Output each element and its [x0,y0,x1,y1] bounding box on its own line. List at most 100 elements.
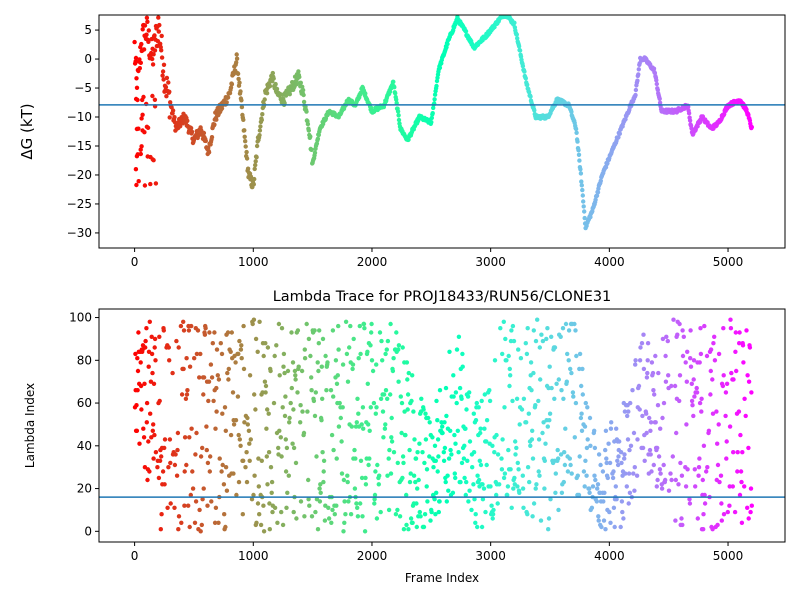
lambda-point [264,454,269,459]
lambda-point [424,467,430,472]
lambda-point [241,323,246,329]
lambda-point [289,385,294,391]
delta-g-point [141,47,147,52]
delta-g-y-axis-label: ΔG (kT) [18,103,36,159]
delta-g-point [306,128,311,133]
lambda-point [203,326,208,331]
lambda-point [231,471,236,476]
lambda-point [149,351,155,357]
lambda-point [732,509,738,515]
lambda-point [606,441,611,446]
lambda-point [531,328,536,333]
lambda-point [654,484,659,489]
lambda-point [236,351,241,357]
lambda-point [370,368,376,374]
delta-g-point [687,118,693,123]
delta-g-point [623,117,628,122]
lambda-point [424,484,429,489]
lambda-point [233,418,239,423]
lambda-point [156,475,162,481]
lambda-point [467,439,473,444]
lambda-point [276,452,281,457]
lambda-point [434,398,439,404]
lambda-point [259,458,264,463]
lambda-point [534,482,539,487]
lambda-y-ticks: 0 20 40 60 80 100 [69,311,99,538]
lambda-point [673,477,678,483]
lambda-point [311,398,317,404]
lambda-point [250,321,255,327]
lambda-point [539,332,544,337]
lambda-point [414,501,419,506]
lambda-point [593,477,598,483]
lambda-point [575,473,580,478]
lambda-point [382,426,388,431]
lambda-point [592,445,598,451]
lambda-point [533,338,539,344]
lambda-point [630,388,635,393]
lambda-point [282,370,287,376]
lambda-point [746,445,751,451]
delta-g-point [139,144,144,149]
lambda-point [711,341,716,346]
lambda-point [192,356,197,361]
lambda-point [192,520,198,525]
lambda-point [144,420,149,425]
lambda-point [706,428,712,433]
delta-g-point [144,124,150,129]
lambda-point [720,383,726,389]
delta-g-point [651,66,657,71]
lambda-point [519,407,525,412]
delta-g-point [239,98,244,103]
lambda-point [729,370,734,376]
lambda-point [420,450,425,455]
delta-g-point [201,130,207,136]
lambda-point [245,422,250,427]
lambda-point [737,330,742,335]
lambda-point [746,516,751,521]
lambda-point [290,441,295,446]
delta-g-point [212,122,217,127]
lambda-point [319,364,324,369]
lambda-point [209,375,215,380]
lambda-point [225,370,230,376]
lambda-point [697,400,703,406]
delta-g-point [150,56,155,62]
lambda-point [247,441,252,446]
lambda-point [423,411,428,416]
delta-g-point [654,81,659,87]
lambda-point [415,450,420,455]
lambda-point [388,392,393,397]
lambda-point [394,330,399,335]
lambda-point [644,411,649,416]
lambda-point [209,499,214,504]
lambda-point [585,405,590,410]
lambda-point [649,360,655,365]
lambda-point [448,447,453,453]
y-tick-label: 60 [77,396,92,410]
delta-g-y-ticks: −30 −25 −20 −15 −10 −5 0 5 [67,23,99,240]
lambda-point [721,373,726,378]
lambda-point [162,437,168,442]
lambda-point [560,326,566,331]
lambda-point [546,527,551,532]
lambda-point [704,353,710,359]
lambda-point [162,482,167,487]
lambda-point [538,377,543,382]
lambda-point [354,501,359,506]
delta-g-axes-frame [98,14,786,249]
lambda-point [189,426,194,431]
lambda-point [366,462,371,468]
lambda-point [337,400,342,406]
lambda-point [611,505,617,510]
lambda-point [274,343,279,348]
delta-g-point [267,84,273,89]
lambda-point [457,385,463,391]
lambda-point [374,516,380,521]
lambda-point [463,426,468,431]
delta-g-point [145,154,150,159]
lambda-point [200,497,205,502]
lambda-point [530,428,535,433]
lambda-point [434,490,439,495]
lambda-point [739,479,744,485]
